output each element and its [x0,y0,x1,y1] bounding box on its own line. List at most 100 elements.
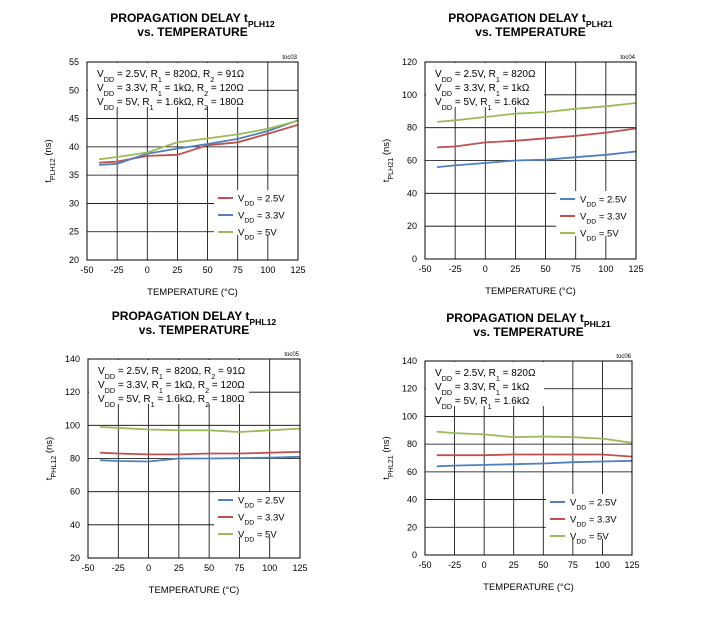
x-tick-label: 100 [598,264,613,274]
legend: VDD = 2.5V VDD = 3.3V VDD = 5V [214,492,306,543]
legend-label: VDD = 3.3V [570,515,617,529]
plot-frame [86,61,299,261]
figure-code: toc06 [616,354,631,360]
x-tick-label: -50 [81,563,94,573]
condition-line: VDD = 2.5V, R1 = 820Ω [435,368,536,383]
y-tick-label: 100 [402,90,417,100]
y-tick-label: 55 [69,57,79,67]
y-axis-label: tPHL12 (ns) [44,437,58,480]
condition-line: VDD = 5V, R1 = 1.6kΩ, R2 = 180Ω [98,394,245,409]
x-tick-label: 25 [174,563,184,573]
x-tick-label: -50 [418,264,431,274]
legend-label: VDD = 3.3V [238,211,285,225]
chart-title: PROPAGATION DELAY tPHL21 [446,311,611,329]
y-tick-label: 40 [407,495,417,505]
x-axis-label: TEMPERATURE (°C) [483,582,574,593]
x-tick-label: -25 [111,265,124,275]
x-tick-label: 50 [204,563,214,573]
condition-line: VDD = 2.5V, R1 = 820Ω, R2 = 91Ω [97,69,245,84]
x-tick-label: -25 [448,560,461,570]
conditions-background [426,63,544,107]
chart-title: PROPAGATION DELAY tPLH12 [110,11,275,29]
x-tick-label: 100 [262,563,277,573]
series-line-1 [437,150,637,168]
x-tick-label: 25 [172,265,182,275]
y-tick-label: 40 [407,188,417,198]
y-tick-label: 25 [69,227,79,237]
legend-label: VDD = 5V [238,228,277,242]
y-axis-label: tPLH21 (ns) [381,139,395,182]
x-tick-label: 0 [483,264,488,274]
y-tick-label: 60 [407,467,417,477]
x-tick-label: 125 [628,264,643,274]
y-axis-label: tPHL21 (ns) [381,436,395,479]
x-tick-label: 0 [145,265,150,275]
legend-label: VDD = 2.5V [238,194,285,208]
x-tick-label: 75 [234,563,244,573]
condition-line: VDD = 3.3V, R1 = 1kΩ, R2 = 120Ω [98,380,245,395]
chart-title: PROPAGATION DELAY tPLH21 [448,11,613,29]
series-line-2 [100,451,301,456]
y-tick-label: 45 [69,114,79,124]
y-tick-label: 0 [412,254,417,264]
condition-line: VDD = 5V, R1 = 1.6kΩ [435,97,530,112]
y-tick-label: 20 [407,522,417,532]
condition-line: VDD = 5V, R1 = 1.6kΩ, R2 = 180Ω [97,97,244,112]
x-tick-label: -25 [112,563,125,573]
x-tick-label: 50 [541,264,551,274]
y-tick-label: 80 [407,123,417,133]
x-tick-label: 50 [538,560,548,570]
figure-code: toc04 [620,55,635,61]
condition-line: VDD = 2.5V, R1 = 820Ω [435,69,536,84]
legend-label: VDD = 3.3V [580,212,627,226]
y-tick-label: 60 [70,487,80,497]
x-tick-label: 125 [292,563,307,573]
series-line-1 [99,123,299,164]
y-tick-label: 120 [402,384,417,394]
legend-label: VDD = 5V [570,532,609,546]
condition-line: VDD = 3.3V, R1 = 1kΩ, R2 = 120Ω [97,83,244,98]
y-tick-label: 40 [70,520,80,530]
y-tick-label: 20 [70,553,80,563]
x-axis-label: TEMPERATURE (°C) [147,287,238,298]
x-tick-label: 125 [290,265,305,275]
y-tick-label: 50 [69,85,79,95]
y-tick-label: 140 [402,356,417,366]
series-line-3 [436,430,633,444]
legend: VDD = 2.5V VDD = 3.3V VDD = 5V [214,190,306,241]
series-line-2 [437,127,637,149]
x-tick-label: 0 [482,560,487,570]
y-tick-label: 20 [69,255,79,265]
series-line-3 [98,119,299,161]
y-tick-label: 80 [407,439,417,449]
y-tick-label: 20 [407,221,417,231]
x-tick-label: -50 [418,560,431,570]
series-line-1 [436,459,633,468]
condition-line: VDD = 3.3V, R1 = 1kΩ [435,382,530,397]
chart-title: PROPAGATION DELAY tPHL12 [112,309,277,327]
legend-label: VDD = 5V [580,229,619,243]
x-tick-label: 75 [568,560,578,570]
chart-title-line2: vs. TEMPERATURE [139,323,249,337]
y-tick-label: 35 [69,170,79,180]
x-axis-label: TEMPERATURE (°C) [149,585,240,596]
series-line-1 [100,455,301,463]
legend-label: VDD = 2.5V [238,496,285,510]
legend-label: VDD = 2.5V [580,195,627,209]
y-tick-label: 120 [402,57,417,67]
x-tick-label: -25 [449,264,462,274]
figure-code: toc03 [282,55,297,61]
y-tick-label: 80 [70,454,80,464]
y-tick-label: 30 [69,198,79,208]
x-axis-label: TEMPERATURE (°C) [485,286,576,297]
legend-label: VDD = 3.3V [238,513,285,527]
legend: VDD = 2.5V VDD = 3.3V VDD = 5V [546,494,638,545]
